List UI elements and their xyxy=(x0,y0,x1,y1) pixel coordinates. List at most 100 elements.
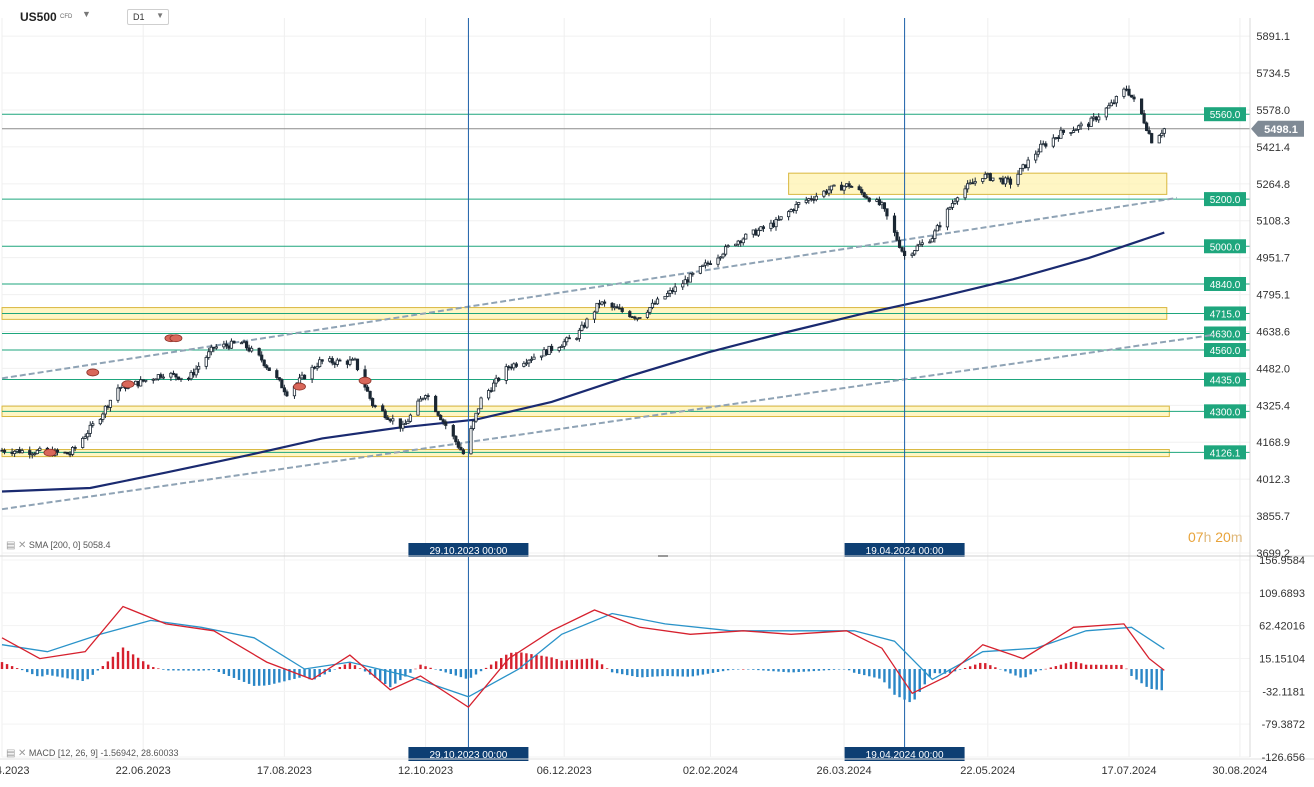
macd-histogram-bar xyxy=(610,669,614,673)
candle-body xyxy=(1139,98,1144,114)
x-tick-label: 02.02.2024 xyxy=(683,765,738,777)
macd-histogram-bar xyxy=(666,669,669,677)
timeframe-select[interactable]: D1 ▼ xyxy=(127,9,169,25)
macd-histogram-bar xyxy=(615,669,619,674)
candle-body xyxy=(615,306,619,309)
remove-indicator-icon[interactable]: ✕ xyxy=(17,748,27,759)
countdown-minutes: 20 xyxy=(1215,529,1231,545)
macd-histogram-bar xyxy=(762,669,765,671)
candle-body xyxy=(829,185,834,191)
level-tag xyxy=(1204,239,1246,254)
candle-body xyxy=(368,390,372,399)
candle-body xyxy=(353,358,357,361)
horizontal-levels: 5560.0 5200.0 5000.0 4840.0 4715.0 4630.0 4560… xyxy=(2,107,1304,460)
macd-histogram-bar xyxy=(827,669,831,671)
sma-indicator-label[interactable]: ▤ ✕ SMA [200, 0] 5058.4 xyxy=(6,540,110,551)
macd-histogram-bar xyxy=(933,669,937,674)
candle-body xyxy=(65,451,70,455)
candle-body xyxy=(209,346,213,353)
macd-histogram-bar xyxy=(772,669,775,672)
level-tag xyxy=(1204,372,1246,387)
candle-body xyxy=(547,345,551,355)
macd-histogram-bar xyxy=(474,669,478,675)
level-tag-label: 4435.0 xyxy=(1210,375,1241,386)
indicator-menu-icon[interactable]: ▤ xyxy=(6,748,16,759)
macd-indicator-label[interactable]: ▤ ✕ MACD [12, 26, 9] -1.56942, 28.60033 xyxy=(6,748,179,759)
countdown-minutes-unit: m xyxy=(1230,529,1243,545)
macd-histogram-bar xyxy=(10,666,14,670)
macd-histogram-bar xyxy=(701,669,705,675)
candle-body xyxy=(759,226,763,231)
macd-histogram-bar xyxy=(797,669,800,673)
vertical-marker-label: 19.04.2024 00:00 xyxy=(866,546,944,557)
trend-lines xyxy=(1,196,1215,511)
x-tick-label: 17.08.2023 xyxy=(257,765,312,777)
macd-histogram-bar xyxy=(167,669,170,671)
x-tick-label: 17.07.2024 xyxy=(1101,765,1156,777)
y-tick-label: 3699.2 xyxy=(1256,548,1290,560)
y-tick-label: 5264.8 xyxy=(1256,179,1290,191)
macd-line xyxy=(1,605,1165,709)
x-tick-label: 30.08.2024 xyxy=(1212,765,1267,777)
macd-histogram-bar xyxy=(999,669,1002,670)
candle-body xyxy=(842,185,846,191)
candle-body xyxy=(774,219,778,228)
candle-body xyxy=(527,359,531,364)
candle-body xyxy=(597,302,602,305)
remove-indicator-icon[interactable]: ✕ xyxy=(17,540,27,551)
candle-body xyxy=(232,340,236,344)
macd-histogram-bar xyxy=(449,669,452,675)
candle-body xyxy=(313,366,317,369)
candle-body xyxy=(595,302,599,313)
macd-histogram-bar xyxy=(454,669,458,676)
macd-histogram-bar xyxy=(555,659,558,670)
candle-body xyxy=(981,178,985,182)
candle-body xyxy=(10,451,14,454)
symbol-name[interactable]: US500 xyxy=(20,10,57,24)
macd-histogram-bar xyxy=(787,669,790,673)
highlight-marker xyxy=(169,334,183,343)
candle-body xyxy=(454,435,458,443)
candle-body xyxy=(544,349,549,355)
candle-body xyxy=(426,395,430,397)
macd-histogram-bar xyxy=(575,659,579,670)
candle-body xyxy=(1061,129,1066,133)
symbol-dropdown-icon[interactable]: ▼ xyxy=(82,9,91,19)
macd-histogram-bar xyxy=(812,669,816,672)
macd-histogram-bar xyxy=(747,669,750,670)
macd-histogram-bar xyxy=(837,669,841,670)
x-tick-label: 22.06.2023 xyxy=(116,765,171,777)
macd-histogram-bar xyxy=(0,662,4,670)
candle-body xyxy=(1094,116,1098,121)
indicator-menu-icon[interactable]: ▤ xyxy=(6,540,16,551)
candle-body xyxy=(260,354,264,361)
axis-labels: 27.04.2023 22.06.2023 17.08.2023 12.10.2023… xyxy=(0,31,1305,777)
y-tick-label: 4482.0 xyxy=(1256,363,1290,375)
candle-body xyxy=(345,360,350,365)
candle-body xyxy=(1008,178,1013,185)
macd-histogram-bar xyxy=(651,669,654,677)
macd-histogram-bar xyxy=(494,661,498,670)
y-tick-label: 4168.9 xyxy=(1256,437,1290,449)
candle-body xyxy=(338,359,342,362)
level-tag xyxy=(1204,445,1246,460)
macd-histogram-bar xyxy=(353,665,357,670)
candle-body xyxy=(1145,122,1149,131)
macd-histogram-bar xyxy=(51,669,54,676)
candle-body xyxy=(761,226,766,229)
level-tag-label: 4630.0 xyxy=(1210,330,1241,341)
price-zone xyxy=(788,172,1168,195)
y-tick-label: 4012.3 xyxy=(1256,474,1290,486)
candle-body xyxy=(388,419,392,422)
macd-histogram-bar xyxy=(459,669,463,678)
x-tick-label: 26.03.2024 xyxy=(817,765,872,777)
macd-histogram-bar xyxy=(706,669,710,674)
macd-histogram-bar xyxy=(15,668,19,670)
macd-histogram-bar xyxy=(585,658,589,670)
candle-body xyxy=(151,378,155,381)
vertical-marker-tag xyxy=(844,543,965,557)
macd-histogram-bar xyxy=(429,667,432,670)
candle-body xyxy=(532,356,536,360)
candle-body xyxy=(1051,137,1055,147)
